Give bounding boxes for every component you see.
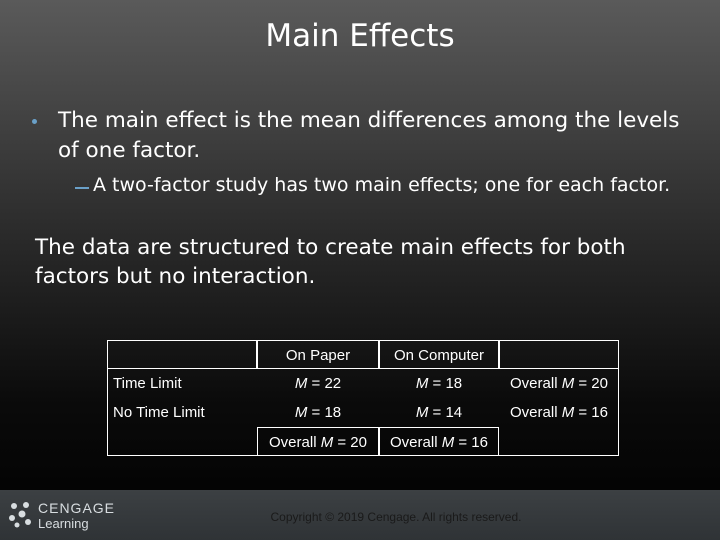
table-cell: Time Limit: [107, 369, 257, 398]
table-cell: M = 18: [379, 369, 499, 398]
cell-text: = 18: [428, 375, 463, 392]
sub-bullet: A two-factor study has two main effects;…: [93, 174, 671, 196]
cell-text: No Time Limit: [113, 404, 205, 421]
table-cell: M = 22: [257, 369, 379, 398]
cell-text: Overall: [269, 434, 321, 451]
variable: M: [294, 404, 308, 421]
cell-text: = 22: [307, 375, 342, 392]
variable: M: [320, 434, 334, 451]
logo-sub: Learning: [38, 516, 89, 531]
cell-text: = 18: [307, 404, 342, 421]
variable: M: [415, 404, 429, 421]
table-cell: [107, 340, 257, 369]
table-cell: M = 18: [257, 398, 379, 427]
cell-text: = 16: [574, 404, 608, 421]
table-cell: On Paper: [257, 340, 379, 369]
copyright: Copyright © 2019 Cengage. All rights res…: [270, 510, 522, 524]
bullet: The main effect is the mean differences …: [58, 108, 680, 163]
cell-text: Overall: [390, 434, 442, 451]
cell-text: On Paper: [285, 347, 351, 364]
table-cell: [499, 340, 619, 369]
cell-text: = 20: [574, 375, 608, 392]
table-cell: Overall M = 16: [499, 398, 619, 427]
table-cell: Overall M = 20: [499, 369, 619, 398]
table-cell: On Computer: [379, 340, 499, 369]
cell-text: = 16: [454, 434, 488, 451]
variable: M: [294, 375, 308, 392]
table-cell: Overall M = 16: [379, 427, 499, 456]
cell-text: Overall: [510, 375, 562, 392]
logo-brand: CENGAGE: [38, 500, 116, 516]
slide-title: Main Effects: [265, 18, 455, 54]
cell-text: Time Limit: [113, 375, 182, 392]
footer-bar: [0, 490, 720, 540]
table: On Paper On Computer Time Limit M = 22 M = 1…: [107, 340, 619, 456]
paragraph: The data are structured to create main e…: [35, 235, 626, 289]
sub-bullet-marker: [75, 187, 89, 189]
variable: M: [561, 375, 575, 392]
cell-text: = 20: [333, 434, 367, 451]
cell-text: = 14: [428, 404, 463, 421]
cell-text: On Computer: [393, 347, 485, 364]
table-cell: Overall M = 20: [257, 427, 379, 456]
variable: M: [441, 434, 455, 451]
bullet-marker: [32, 119, 37, 124]
cell-text: Overall: [510, 404, 562, 421]
logo-icon: [9, 502, 31, 528]
variable: M: [415, 375, 429, 392]
table-cell: M = 14: [379, 398, 499, 427]
variable: M: [561, 404, 575, 421]
table-cell: No Time Limit: [107, 398, 257, 427]
